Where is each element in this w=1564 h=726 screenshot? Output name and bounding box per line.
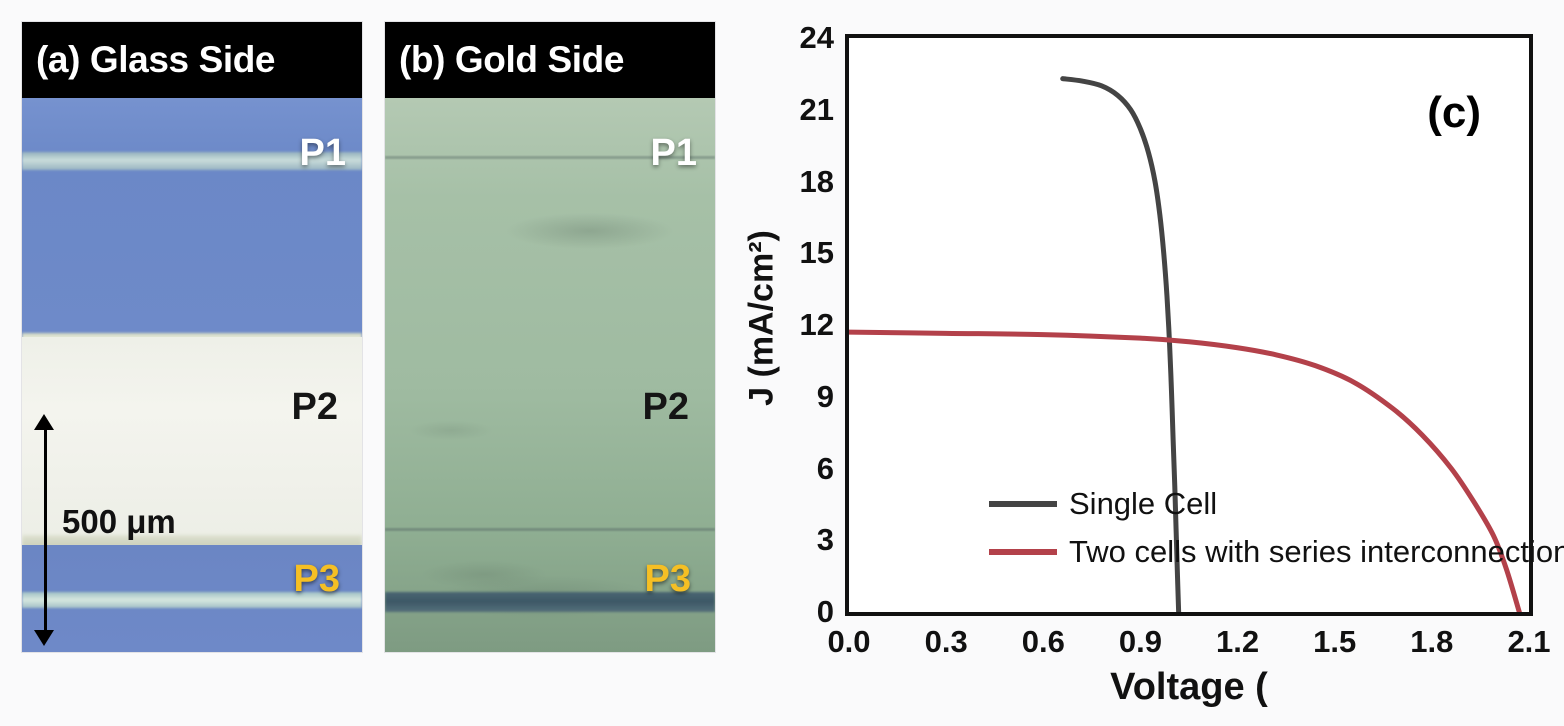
y-tick-12: 12 (799, 307, 834, 342)
panel-a-micrograph: P1 P2 P3 500 μm (22, 98, 362, 652)
panel-a-label-p2: P2 (291, 386, 338, 428)
scribe-line-p1 (22, 152, 362, 170)
panel-a-label-p3: P3 (293, 558, 340, 600)
p2-bottom-edge (22, 535, 362, 547)
panel-b-label-p1: P1 (650, 132, 697, 174)
legend-swatch-single-cell (989, 501, 1057, 507)
p2-top-edge (22, 333, 362, 340)
gold-green-region (385, 98, 715, 652)
panel-b-micrograph: P1 P2 P3 (385, 98, 715, 652)
legend-label-single-cell: Single Cell (1069, 486, 1218, 521)
scale-arrow-down-icon (34, 630, 54, 646)
y-tick-0: 0 (816, 594, 834, 629)
x-tick-1.2: 1.2 (1216, 624, 1260, 659)
x-tick-0.3: 0.3 (924, 624, 968, 659)
panel-glass-side: (a) Glass Side P1 P2 P3 500 μm (22, 22, 362, 652)
panel-a-banner: (a) Glass Side (22, 22, 362, 98)
chart-curves (849, 76, 1522, 612)
legend-swatch-two-cells (989, 549, 1057, 555)
scale-arrow-up-icon (34, 414, 54, 430)
legend-label-two-cells: Two cells with series interconnection (1069, 534, 1564, 569)
y-tick-6: 6 (816, 450, 834, 486)
scribe-line-p3 (22, 592, 362, 608)
glass-blue-top-region (22, 98, 362, 337)
chart-plot-area: Single Cell Two cells with series interc… (845, 34, 1564, 616)
y-tick-24: 24 (799, 20, 834, 55)
panel-b-banner: (b) Gold Side (385, 22, 715, 98)
curve-single-cell (1060, 76, 1182, 612)
chart-x-axis-label: Voltage ( (1110, 666, 1268, 708)
panel-b-label-p2: P2 (642, 386, 689, 428)
y-tick-15: 15 (799, 235, 834, 271)
y-tick-18: 18 (799, 163, 834, 199)
panel-b-label-p3: P3 (644, 558, 691, 600)
x-tick-0.0: 0.0 (827, 624, 871, 659)
y-tick-3: 3 (816, 522, 834, 558)
x-tick-1.8: 1.8 (1410, 624, 1454, 659)
y-tick-21: 21 (799, 91, 834, 127)
curve-two-cells-series (849, 329, 1522, 612)
x-tick-0.9: 0.9 (1118, 624, 1162, 659)
gold-scribe-line-p1 (385, 156, 715, 159)
gold-scribe-line-p3 (385, 592, 715, 612)
scale-bar-arrow (34, 414, 54, 646)
x-tick-0.6: 0.6 (1021, 624, 1065, 659)
x-tick-1.5: 1.5 (1313, 624, 1357, 659)
panel-jv-chart: J (mA/cm²) 0 3 6 9 12 15 18 21 24 0.0 0.3 0.6 0.9 1.… (718, 18, 1564, 726)
panel-a-label-p1: P1 (299, 132, 346, 174)
gold-surface-texture (385, 98, 715, 652)
gold-scribe-line-p2 (385, 528, 715, 531)
panel-c-label: (c) (1427, 88, 1481, 137)
legend-entry-single-cell: Single Cell (989, 486, 1217, 522)
scale-bar-label: 500 μm (62, 503, 176, 540)
panel-gold-side: (b) Gold Side P1 P2 P3 (385, 22, 715, 652)
y-tick-9: 9 (816, 378, 834, 414)
legend-entry-two-cells: Two cells with series interconnection (989, 534, 1564, 570)
x-tick-2.1: 2.1 (1507, 624, 1551, 659)
scale-bar-shaft (44, 424, 47, 636)
glass-p2-region (22, 337, 362, 545)
